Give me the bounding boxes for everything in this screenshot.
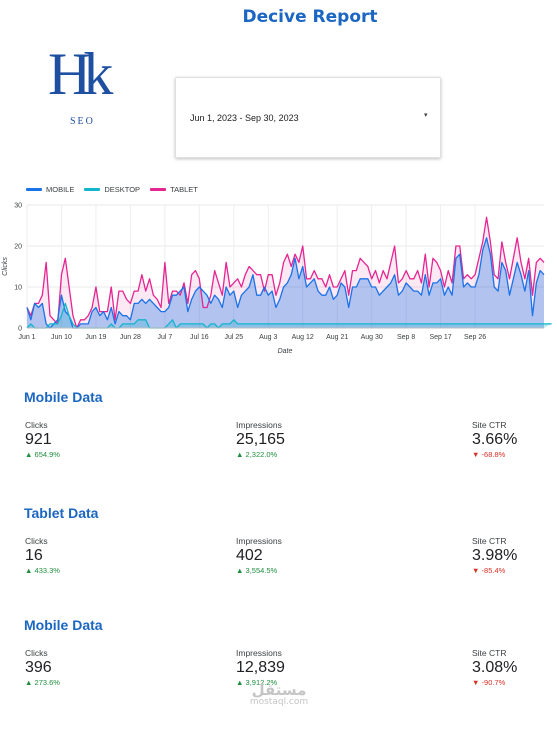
legend-swatch-desktop (84, 188, 101, 191)
date-range-value: Jun 1, 2023 - Sep 30, 2023 (190, 113, 299, 123)
metric-label: Impressions (236, 420, 282, 430)
x-tick-label: Sep 26 (464, 334, 486, 341)
series-area-mobile (27, 237, 544, 328)
metric-delta: ▲ 2,322.0% (236, 450, 278, 459)
arrow-down-icon: ▼ (472, 450, 480, 459)
metric-value: 16 (25, 547, 43, 564)
legend-label-mobile: MOBILE (46, 185, 75, 194)
mostaql-watermark: مستقل mostaql.com (242, 683, 316, 708)
series-area-tablet (27, 217, 544, 328)
x-tick-label: Jun 1 (18, 334, 35, 341)
x-tick-label: Aug 30 (361, 334, 383, 341)
arrow-up-icon: ▲ (25, 450, 33, 459)
legend-item-mobile[interactable]: MOBILE (26, 185, 74, 194)
arrow-up-icon: ▲ (25, 678, 33, 687)
metric-label: Clicks (25, 648, 48, 658)
arrow-down-icon: ▼ (472, 678, 480, 687)
metric-value: 3.66% (472, 431, 518, 448)
section-title-tablet: Tablet Data (24, 505, 99, 521)
watermark-url: mostaql.com (249, 697, 309, 707)
x-tick-label: Jul 7 (157, 334, 172, 341)
metric-tablet-ctr: Site CTR 3.98% ▼ -85.4% (472, 536, 517, 575)
x-tick-label: Jun 10 (51, 334, 72, 341)
page-title: Decive Report (242, 7, 378, 27)
metric-delta: ▼ -90.7% (472, 678, 506, 687)
y-tick-label: 20 (14, 244, 22, 251)
metric-value: 396 (25, 659, 52, 676)
metric-value: 921 (25, 431, 52, 448)
series-line-mobile (26, 237, 545, 329)
legend-swatch-tablet (150, 188, 167, 191)
metric-delta: ▲ 3,554.5% (236, 566, 278, 575)
arrow-down-icon: ▼ (472, 566, 480, 575)
chart-legend: MOBILE DESKTOP TABLET (26, 185, 198, 194)
metric-label: Site CTR (472, 420, 507, 430)
section-title-mobile-2: Mobile Data (24, 617, 103, 633)
metric-value: 3.08% (472, 659, 518, 676)
y-tick-label: 30 (14, 203, 22, 210)
series-line-tablet (26, 216, 545, 329)
metric-value: 25,165 (236, 431, 285, 448)
metric-tablet-clicks: Clicks 16 ▲ 433.3% (25, 536, 60, 575)
x-tick-label: Sep 8 (397, 334, 415, 341)
date-range-picker[interactable]: Jun 1, 2023 - Sep 30, 2023 ▾ (175, 77, 441, 158)
metric-label: Clicks (25, 420, 48, 430)
series-line-desktop (26, 302, 552, 329)
metric-mobile2-impressions: Impressions 12,839 ▲ 3,912.2% (236, 648, 285, 687)
x-tick-label: Aug 21 (326, 334, 348, 341)
y-tick-label: 0 (18, 326, 22, 333)
metric-label: Impressions (236, 536, 282, 546)
x-tick-label: Jul 16 (190, 334, 209, 341)
dropdown-caret-icon: ▾ (424, 112, 428, 119)
metric-delta: ▼ -68.8% (472, 450, 506, 459)
metric-delta: ▼ -85.4% (472, 566, 506, 575)
x-tick-label: Jun 28 (120, 334, 141, 341)
metric-label: Impressions (236, 648, 282, 658)
y-axis-title: Clicks (2, 257, 9, 276)
arrow-up-icon: ▲ (236, 678, 244, 687)
legend-swatch-mobile (26, 188, 42, 191)
section-title-mobile: Mobile Data (24, 389, 103, 405)
x-tick-label: Jun 19 (85, 334, 106, 341)
metric-mobile-ctr: Site CTR 3.66% ▼ -68.8% (472, 420, 517, 459)
metric-delta: ▲ 273.6% (25, 678, 60, 687)
metric-label: Clicks (25, 536, 48, 546)
metric-value: 12,839 (236, 659, 285, 676)
metric-delta: ▲ 3,912.2% (236, 678, 278, 687)
logo-mark: Hk (48, 41, 113, 107)
arrow-up-icon: ▲ (236, 566, 244, 575)
metric-tablet-impressions: Impressions 402 ▲ 3,554.5% (236, 536, 282, 575)
company-logo: Hk SEO (48, 44, 130, 130)
metric-delta: ▲ 654.9% (25, 450, 60, 459)
x-tick-label: Jul 25 (224, 334, 243, 341)
series-area-desktop (27, 303, 552, 328)
x-axis-title: Date (278, 348, 293, 355)
metric-delta: ▲ 433.3% (25, 566, 60, 575)
x-tick-label: Sep 17 (430, 334, 452, 341)
metric-value: 3.98% (472, 547, 518, 564)
metric-label: Site CTR (472, 648, 507, 658)
metric-mobile2-clicks: Clicks 396 ▲ 273.6% (25, 648, 60, 687)
legend-item-desktop[interactable]: DESKTOP (84, 185, 140, 194)
x-tick-label: Aug 12 (292, 334, 314, 341)
legend-label-tablet: TABLET (170, 185, 198, 194)
metric-mobile2-ctr: Site CTR 3.08% ▼ -90.7% (472, 648, 517, 687)
legend-label-desktop: DESKTOP (104, 185, 141, 194)
watermark-logo: مستقل (251, 681, 307, 699)
metric-label: Site CTR (472, 536, 507, 546)
arrow-up-icon: ▲ (25, 566, 33, 575)
clicks-timeseries-chart[interactable]: 0 10 20 30 Jun 1 Jun 10 Jun 19 Jun 28 Jul 7 Jul 1… (0, 197, 557, 362)
metric-value: 402 (236, 547, 263, 564)
logo-subtext: SEO (70, 116, 95, 127)
y-tick-label: 10 (14, 285, 22, 292)
metric-mobile-impressions: Impressions 25,165 ▲ 2,322.0% (236, 420, 285, 459)
x-tick-label: Aug 3 (259, 334, 277, 341)
arrow-up-icon: ▲ (236, 450, 244, 459)
metric-mobile-clicks: Clicks 921 ▲ 654.9% (25, 420, 60, 459)
legend-item-tablet[interactable]: TABLET (150, 185, 198, 194)
